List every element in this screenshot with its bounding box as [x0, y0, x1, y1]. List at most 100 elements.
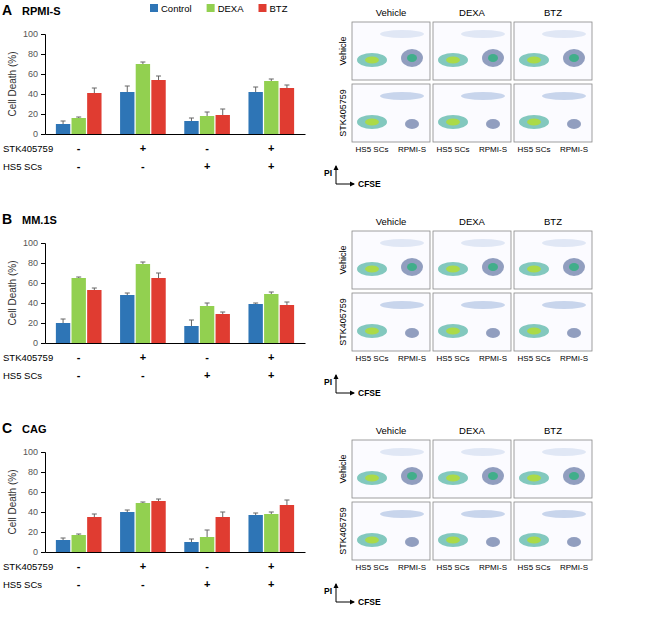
- error-bar-cap: [220, 512, 225, 513]
- cell-cluster: [461, 92, 505, 100]
- flow-x-label: CFSE: [358, 179, 381, 189]
- y-tick-mark: [41, 303, 45, 304]
- y-tick-label: 60: [28, 278, 38, 288]
- flow-y-label: PI: [324, 168, 332, 178]
- error-bar: [156, 499, 161, 501]
- flow-plot: [514, 440, 592, 498]
- error-bar-cap: [253, 513, 258, 514]
- error-bar-cap: [61, 538, 66, 539]
- condition-mark: +: [268, 578, 274, 590]
- bar: [216, 517, 230, 552]
- cell-cluster: [401, 258, 423, 276]
- cell-cluster: [482, 49, 504, 67]
- flow-frame: [433, 502, 511, 560]
- plot-marks: [56, 62, 294, 134]
- condition-label: STK405759: [3, 352, 53, 363]
- error-bar: [125, 86, 130, 92]
- flow-group-label: HS5 SCs: [356, 145, 389, 154]
- flow-axis-arrow: [336, 166, 354, 184]
- cell-cluster: [486, 537, 500, 547]
- error-bar: [61, 538, 66, 540]
- cell-cluster: [527, 119, 541, 126]
- y-tick-mark: [41, 134, 45, 135]
- condition-mark: -: [141, 160, 145, 172]
- flow-frame: [352, 293, 430, 351]
- condition-mark: -: [77, 369, 81, 381]
- condition-mark: -: [205, 351, 209, 363]
- cell-cluster: [542, 448, 586, 456]
- y-tick-mark: [41, 283, 45, 284]
- flow-column-label: Vehicle: [376, 7, 407, 18]
- flow-group-label: RPMI-S: [398, 563, 426, 572]
- y-tick-label: 60: [28, 487, 38, 497]
- cell-cluster: [519, 324, 549, 338]
- condition-mark: +: [268, 351, 274, 363]
- error-bar-cap: [76, 277, 81, 278]
- error-bar-cap: [269, 512, 274, 513]
- cell-cluster: [357, 533, 387, 547]
- cell-cluster: [380, 510, 424, 518]
- y-tick: 20: [28, 527, 45, 537]
- flow-plot: [433, 293, 511, 351]
- error-bar: [220, 312, 225, 314]
- error-bar: [253, 87, 258, 92]
- legend-label: DEXA: [218, 3, 245, 14]
- flow-column-label: DEXA: [459, 425, 486, 436]
- cell-cluster: [365, 266, 379, 273]
- y-axis: 020406080100: [23, 238, 46, 348]
- y-tick-mark: [41, 532, 45, 533]
- cell-cluster: [438, 471, 468, 485]
- y-tick: 0: [33, 129, 45, 139]
- error-bar-cap: [92, 288, 97, 289]
- flow-frame: [352, 502, 430, 560]
- y-tick-label: 40: [28, 298, 38, 308]
- error-bar: [253, 303, 258, 304]
- cell-cluster: [569, 54, 579, 62]
- cell-cluster: [438, 115, 468, 129]
- flow-y-label: PI: [324, 586, 332, 596]
- error-bar: [92, 88, 97, 93]
- condition-mark: +: [268, 369, 274, 381]
- cell-cluster: [380, 448, 424, 456]
- cell-cluster: [563, 258, 585, 276]
- cell-cluster: [542, 510, 586, 518]
- cell-cluster: [486, 328, 500, 338]
- error-bar-cap: [220, 109, 225, 110]
- error-bar-cap: [156, 273, 161, 274]
- flow-frame: [433, 231, 511, 289]
- cell-cluster: [401, 467, 423, 485]
- cell-cluster: [407, 54, 417, 62]
- cell-cluster: [542, 92, 586, 100]
- condition-mark: +: [204, 160, 210, 172]
- error-bar-stem: [286, 500, 287, 505]
- cell-cluster: [569, 472, 579, 480]
- cell-cluster: [365, 57, 379, 64]
- error-bar-cap: [156, 76, 161, 77]
- cell-cluster: [527, 475, 541, 482]
- legend-label: Control: [161, 3, 192, 14]
- cell-cluster: [405, 537, 419, 547]
- flow-column-label: Vehicle: [376, 216, 407, 227]
- cell-cluster: [401, 49, 423, 67]
- flow-group-label: RPMI-S: [398, 145, 426, 154]
- error-bar: [269, 512, 274, 514]
- cell-cluster: [365, 475, 379, 482]
- y-axis: 020406080100: [23, 447, 46, 557]
- flow-axis-arrow: [336, 375, 354, 393]
- condition-mark: -: [205, 560, 209, 572]
- flow-row-label: STK405759: [338, 507, 348, 555]
- bar: [87, 93, 101, 134]
- bar: [72, 278, 86, 343]
- flow-plot: [433, 231, 511, 289]
- flow-group-label: HS5 SCs: [356, 563, 389, 572]
- condition-label: STK405759: [3, 561, 53, 572]
- error-bar: [140, 262, 145, 264]
- condition-mark: -: [205, 142, 209, 154]
- error-bar-stem: [222, 512, 223, 517]
- error-bar: [156, 273, 161, 278]
- figure: ARPMI-S020406080100Cell Death (%)STK4057…: [0, 0, 650, 627]
- condition-mark: +: [268, 160, 274, 172]
- cell-cluster: [365, 119, 379, 126]
- flow-plot: [514, 84, 592, 142]
- cell-cluster: [569, 263, 579, 271]
